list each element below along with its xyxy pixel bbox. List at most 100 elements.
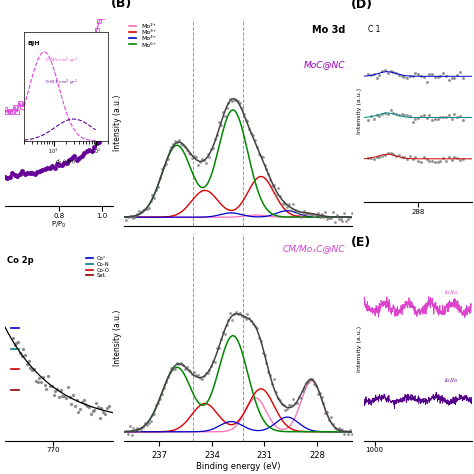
Text: MoC@NC: MoC@NC: [304, 60, 345, 69]
Point: [343, 427, 350, 435]
Point: [323, 409, 331, 416]
Point: [412, 115, 419, 122]
Point: [401, 111, 408, 118]
Point: [420, 111, 428, 118]
Point: [373, 74, 381, 82]
Point: [314, 390, 321, 398]
Point: [172, 365, 179, 373]
Point: [206, 153, 213, 161]
Point: [304, 378, 312, 386]
Point: [141, 419, 149, 427]
Point: [122, 427, 130, 435]
Point: [266, 372, 274, 379]
Point: [365, 116, 372, 124]
Point: [343, 217, 350, 225]
Point: [392, 110, 400, 118]
Point: [191, 368, 198, 376]
Point: [308, 375, 316, 383]
Point: [272, 388, 280, 395]
Point: [34, 378, 41, 386]
Point: [316, 389, 323, 397]
Point: [141, 205, 149, 213]
Point: [289, 201, 297, 208]
Point: [221, 112, 228, 119]
Point: [401, 153, 408, 161]
Point: [57, 386, 64, 394]
Text: Mo 3d: Mo 3d: [312, 25, 345, 35]
Point: [249, 131, 257, 138]
Point: [177, 359, 185, 366]
Point: [183, 363, 191, 371]
Point: [179, 361, 187, 368]
Point: [259, 349, 266, 356]
Point: [414, 114, 422, 121]
Point: [319, 400, 327, 407]
Point: [387, 67, 394, 75]
Point: [60, 392, 68, 400]
Point: [341, 209, 348, 217]
Point: [124, 213, 132, 221]
Point: [270, 375, 278, 383]
Point: [450, 110, 458, 118]
Point: [164, 155, 172, 163]
Point: [32, 378, 40, 385]
Point: [387, 107, 394, 114]
Point: [69, 391, 77, 399]
Point: [200, 372, 208, 380]
Point: [445, 111, 453, 119]
Point: [126, 422, 134, 429]
Point: [395, 72, 402, 79]
Point: [211, 358, 219, 366]
Point: [238, 312, 246, 320]
Point: [230, 97, 238, 104]
Point: [375, 113, 383, 120]
Point: [312, 382, 319, 390]
Point: [293, 208, 301, 216]
Point: [156, 174, 164, 182]
Point: [375, 71, 383, 79]
Point: [453, 113, 461, 121]
Point: [417, 112, 425, 120]
Point: [227, 309, 234, 317]
Point: [242, 117, 249, 124]
Point: [448, 116, 456, 123]
Point: [153, 186, 160, 194]
Text: $I_D/I_G$: $I_D/I_G$: [444, 288, 459, 297]
Point: [101, 410, 109, 418]
Point: [450, 74, 458, 82]
Point: [200, 156, 208, 164]
X-axis label: P/P$_0$: P/P$_0$: [51, 220, 66, 230]
Point: [232, 97, 240, 104]
Point: [151, 194, 158, 201]
Point: [403, 155, 411, 163]
Point: [236, 99, 244, 107]
Point: [373, 111, 381, 118]
Point: [426, 111, 433, 118]
Point: [442, 113, 450, 121]
Point: [166, 368, 173, 375]
Point: [445, 154, 453, 161]
Text: C 1: C 1: [368, 25, 381, 34]
Point: [301, 384, 308, 392]
Point: [442, 157, 450, 164]
Point: [401, 73, 408, 81]
Point: [246, 314, 253, 321]
Point: [194, 161, 202, 169]
Point: [198, 375, 206, 383]
Point: [310, 380, 318, 388]
Point: [185, 149, 192, 156]
Point: [175, 360, 183, 368]
Point: [192, 153, 200, 161]
Point: [434, 73, 441, 80]
Point: [145, 419, 153, 427]
Point: [87, 410, 95, 418]
Point: [395, 111, 402, 118]
Y-axis label: Intensity (a.u.): Intensity (a.u.): [357, 88, 363, 134]
Point: [381, 66, 389, 74]
Point: [175, 137, 183, 144]
Point: [143, 205, 151, 213]
Point: [16, 349, 24, 357]
Point: [370, 115, 378, 123]
Point: [160, 162, 168, 170]
Point: [215, 345, 223, 352]
